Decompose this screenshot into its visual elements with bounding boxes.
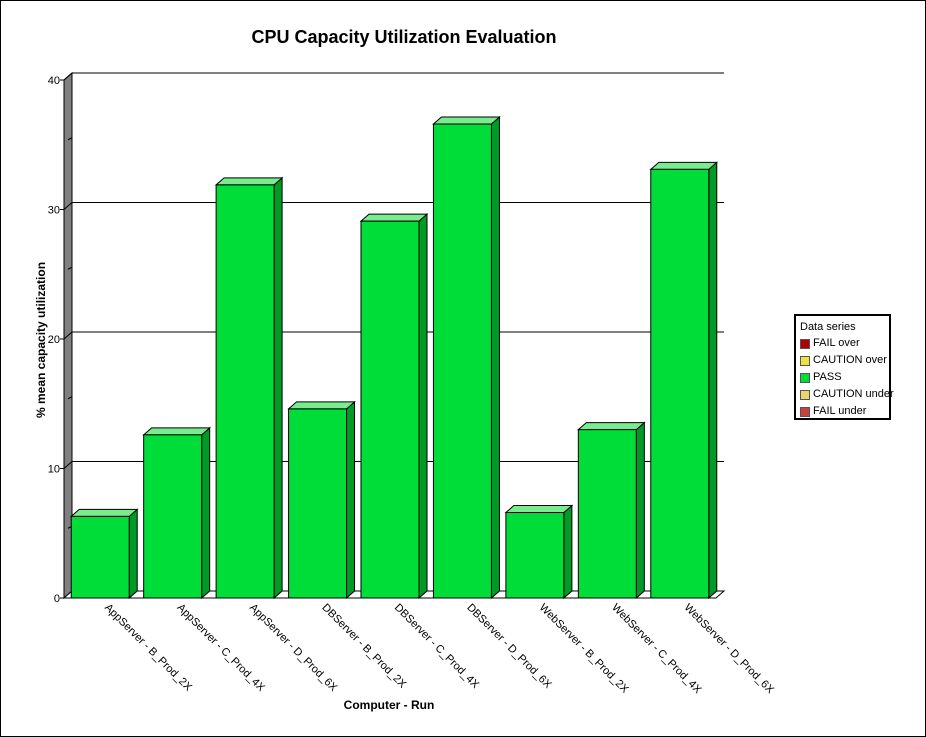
legend-label: PASS (813, 371, 842, 383)
x-category-label: DBServer - B_Prod_2X (319, 602, 408, 691)
bar-front (70, 515, 130, 599)
legend-item: CAUTION under (800, 386, 894, 403)
y-axis-title: % mean capacity utilization (34, 262, 48, 418)
legend-label: CAUTION over (813, 354, 887, 366)
bar-side (635, 421, 645, 600)
bar (142, 426, 211, 600)
legend-item: PASS (800, 369, 889, 386)
legend-item: FAIL under (800, 403, 889, 420)
bar (504, 504, 574, 600)
y-tick-label: 30 (48, 205, 60, 217)
y-tick-label: 10 (48, 464, 60, 476)
y-tick-label: 40 (48, 75, 60, 87)
bar-side (273, 176, 283, 600)
bar-front (505, 512, 565, 599)
bar-top (69, 508, 139, 517)
bar-front (650, 168, 710, 599)
legend-label: CAUTION under (813, 388, 894, 400)
bar-side (708, 161, 718, 600)
bar-top (214, 177, 284, 186)
bar-front (577, 429, 637, 599)
gridline-depth (63, 202, 73, 210)
legend-swatch (800, 372, 810, 383)
chart-title: CPU Capacity Utilization Evaluation (251, 27, 556, 47)
bar (69, 508, 139, 600)
chart-axes: 0 10 20 30 40 (48, 73, 73, 605)
legend-swatch (800, 406, 810, 417)
legend-swatch (800, 355, 810, 366)
legend-swatch (800, 389, 810, 400)
gridline-depth (63, 72, 73, 81)
legend-item: CAUTION over (800, 352, 889, 369)
legend-title: Data series (800, 321, 856, 333)
x-axis-title: Computer - Run (344, 698, 435, 712)
bar (649, 161, 719, 600)
bar (432, 115, 501, 600)
y-minor-tick (67, 266, 73, 270)
chart-bars (69, 115, 719, 600)
bar (214, 176, 284, 600)
bar-side (418, 213, 428, 600)
bar-front (360, 220, 420, 599)
bar (577, 421, 646, 600)
bar-top (287, 401, 356, 410)
chart-legend: Data series FAIL over CAUTION over PASS CAU… (794, 314, 894, 420)
bar-side (563, 504, 573, 600)
bar-top (577, 422, 646, 431)
bar (287, 400, 356, 600)
bar-side (128, 508, 138, 600)
bar-top (504, 505, 574, 514)
legend-swatch (800, 338, 810, 349)
bar (359, 213, 429, 600)
bar-top (359, 213, 429, 222)
legend-item: FAIL over (800, 335, 889, 352)
legend-label: FAIL under (813, 405, 867, 417)
bar-top (649, 161, 719, 170)
y-minor-tick (67, 396, 73, 400)
legend-label: FAIL over (813, 337, 860, 349)
gridline-depth (63, 331, 73, 340)
gridline-depth (63, 461, 73, 469)
bar-side (346, 400, 356, 600)
bar-top (142, 427, 211, 436)
y-tick-label: 0 (54, 593, 60, 605)
bar-front (215, 184, 275, 599)
bar-side (490, 115, 500, 600)
bar-side (201, 426, 211, 600)
bar-top (432, 116, 501, 125)
y-minor-tick (67, 137, 73, 141)
bar-front (143, 434, 203, 599)
bar-front (432, 123, 492, 599)
y-tick-label: 20 (48, 334, 60, 346)
bar-front (288, 408, 348, 599)
